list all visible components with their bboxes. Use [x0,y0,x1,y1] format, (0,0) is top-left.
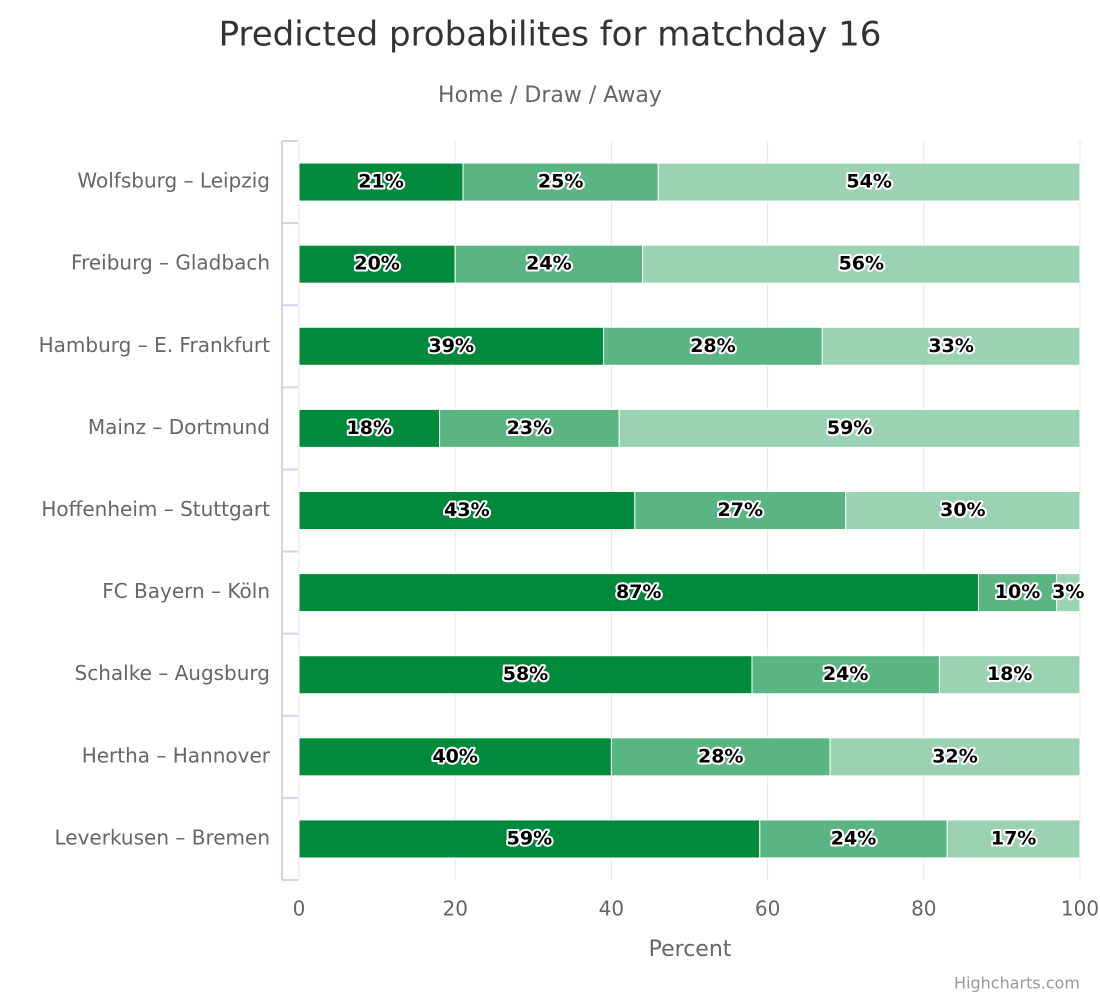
data-label: 24% [526,253,571,275]
x-tick-label: 0 [293,897,306,921]
bar-segment [610,737,831,777]
data-label: 18% [987,663,1032,685]
y-tick-label: FC Bayern – Köln [102,579,270,603]
data-label: 18% [347,417,392,439]
y-tick-label: Leverkusen – Bremen [55,825,271,849]
bar-segment [439,408,620,448]
data-label: 28% [690,335,735,357]
data-label: 58% [503,663,548,685]
data-label: 40% [432,745,477,767]
y-tick-label: Hamburg – E. Frankfurt [39,333,271,357]
data-label: 23% [507,417,552,439]
data-label: 54% [846,171,891,193]
data-label: 56% [839,253,884,275]
bar-segment [642,244,1081,284]
x-tick-label: 20 [442,897,467,921]
bar-segment [618,408,1081,448]
x-tick-label: 80 [911,897,936,921]
data-label: 10% [995,581,1040,603]
y-tick-label: Wolfsburg – Leipzig [77,169,270,193]
bar-segment [603,326,823,366]
x-tick-label: 60 [755,897,780,921]
data-label: 43% [444,499,489,521]
bar-segment [977,573,1058,613]
x-axis-label: Percent [649,937,732,962]
data-label: 3% [1052,581,1084,603]
bar-segment [845,491,1081,530]
bar-segment [298,326,605,366]
data-label: 59% [827,417,872,439]
credits: Highcharts.com [954,974,1080,993]
bar-segment [759,819,948,859]
data-label: 32% [932,745,977,767]
bar-segment [298,737,612,777]
data-label: 20% [354,253,399,275]
y-tick-label: Hertha – Hannover [82,743,271,767]
bar-segment [298,162,464,202]
y-tick-label: Hoffenheim – Stuttgart [41,497,270,521]
data-label: 17% [991,827,1036,849]
bar-segment [298,573,979,613]
bar-segment [462,162,659,202]
y-tick-label: Mainz – Dortmund [88,415,270,439]
x-tick-label: 40 [599,897,624,921]
data-label: 27% [718,499,763,521]
bar-segment [1056,573,1081,613]
bar-segment [657,162,1081,202]
data-label: 28% [698,745,743,767]
data-label: 59% [507,827,552,849]
data-label: 30% [940,499,985,521]
data-label: 33% [928,335,973,357]
data-label: 87% [616,581,661,603]
x-tick-label: 100 [1061,897,1099,921]
y-tick-label: Schalke – Augsburg [75,661,270,685]
bar-segment [946,819,1081,859]
bar-segment [298,655,753,695]
y-tick-label: Freiburg – Gladbach [71,251,270,275]
data-label: 24% [831,827,876,849]
bar-segment [298,408,441,448]
data-label: 39% [429,335,474,357]
data-label: 25% [538,171,583,193]
chart-title: Predicted probabilites for matchday 16 [219,15,882,55]
bar-segment [829,737,1081,777]
chart-subtitle: Home / Draw / Away [438,83,662,108]
bar-segment [751,655,940,695]
data-label: 21% [358,171,403,193]
bar-segment [821,326,1081,366]
bar-segment [938,655,1081,695]
data-label: 24% [823,663,868,685]
